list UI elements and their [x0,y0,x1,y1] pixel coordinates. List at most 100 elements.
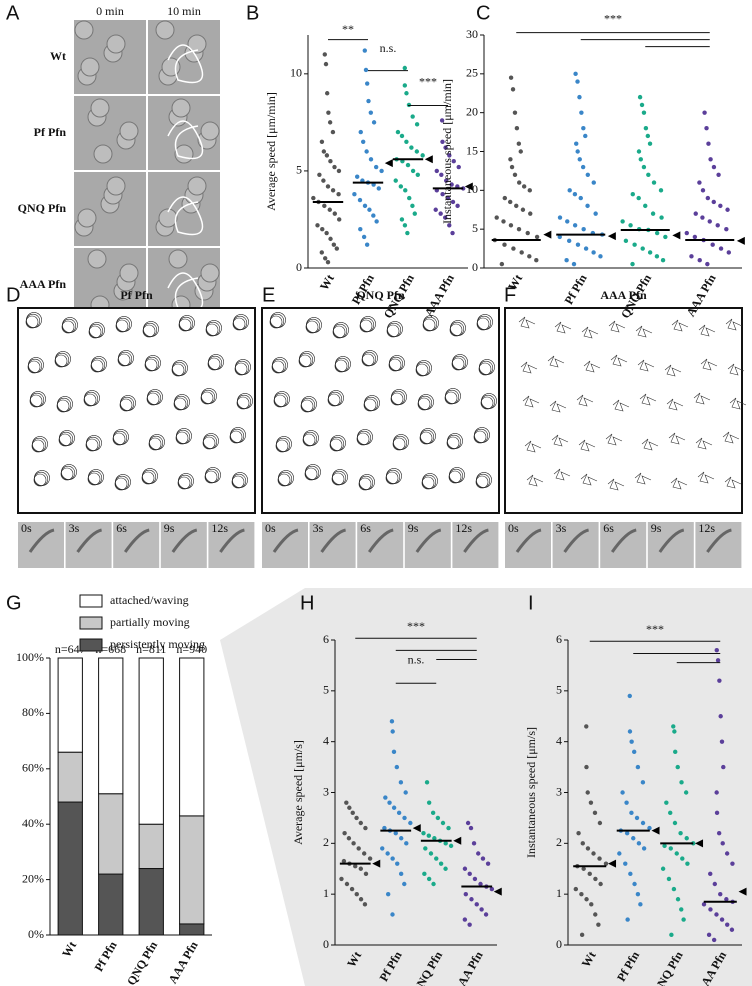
y-tick-label: 4 [556,733,562,747]
data-point [434,856,439,861]
data-point [643,203,648,209]
bar-segment [98,657,124,795]
highlight-region [220,588,752,986]
data-point [725,207,730,212]
bar-segment [98,873,124,936]
data-point [598,881,603,887]
frame [404,522,451,568]
track-box [261,307,500,514]
data-point [508,223,514,228]
track [364,395,380,411]
significance-label: *** [419,75,437,89]
y-axis-label: Average speed [μm/s] [291,740,305,845]
data-point [701,902,707,907]
cell [200,263,220,283]
data-point [394,764,400,770]
row-label: AAA Pfn [20,277,67,291]
y-axis-label: Instantaneous speed [μm/min] [440,79,454,224]
data-point [362,48,367,53]
data-point [426,876,432,882]
parasite [123,528,150,553]
data-point [629,739,634,744]
data-point [585,846,591,851]
data-point [716,830,722,836]
frame [65,522,112,568]
bar-segment [57,801,83,936]
data-point [428,851,434,856]
track [84,390,100,406]
track [237,393,253,409]
data-point [439,172,444,177]
significance-label: *** [604,12,622,26]
legend-label: partially moving [110,615,190,629]
data-point [654,230,660,236]
data-point [725,922,730,927]
data-point [627,693,632,699]
data-point [383,795,388,800]
data-point [679,780,684,785]
panel-label: C [476,2,490,24]
data-point [398,184,404,189]
data-point [534,234,540,240]
data-point [430,810,436,816]
track [235,359,251,375]
data-point [647,250,653,255]
data-point [433,207,438,212]
data-point [410,114,415,119]
data-point [516,226,522,232]
data-point [402,881,407,887]
time-label: 6s [116,521,127,535]
data-point [363,67,369,73]
x-tick-label: Pf Pfn [561,272,589,307]
data-point [478,881,483,887]
data-point [322,52,327,57]
track [205,467,221,483]
data-point [585,790,590,795]
time-label: 0s [508,521,519,535]
data-point [432,836,437,841]
n-label: n=940 [176,642,207,656]
track [664,364,682,377]
data-point [641,110,647,115]
frame [160,522,207,568]
data-point [669,932,674,938]
data-point [358,820,363,826]
data-point [585,203,590,209]
parasite [610,528,637,553]
data-point [576,830,581,836]
frame [600,522,647,568]
data-point [514,126,520,131]
y-tick-label: 80% [22,705,44,719]
data-point [339,876,344,882]
bar-segment [138,823,164,870]
data-point [420,153,425,158]
data-point [357,197,363,203]
data-point [494,215,499,220]
data-point [321,178,326,183]
data-point [341,858,347,864]
data-point [410,168,416,174]
track [420,428,436,444]
data-point [442,215,448,220]
track [28,357,44,373]
track [695,437,713,450]
data-point [598,254,603,259]
legend-label: attached/waving [110,593,189,607]
y-tick-label: 6 [323,632,329,646]
data-point [508,157,513,162]
time-label: 6s [360,521,371,535]
frame [18,522,64,568]
data-point [592,810,598,816]
data-point [358,226,363,232]
data-point [426,800,432,805]
data-point [514,203,519,209]
data-point [579,110,584,115]
data-point [718,246,724,251]
data-point [724,226,729,232]
data-point [320,226,325,232]
data-point [724,851,730,856]
y-tick-label: 1 [323,886,329,900]
data-point [572,223,578,228]
track [670,477,688,490]
data-point [528,211,533,216]
